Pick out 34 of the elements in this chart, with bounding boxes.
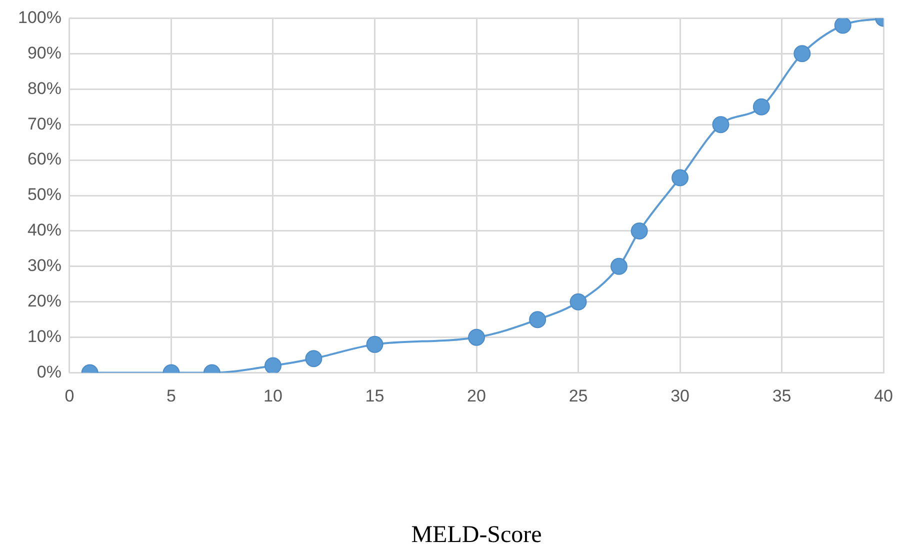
y-tick-label: 20%: [27, 292, 62, 311]
x-tick-label: 5: [166, 386, 176, 406]
x-tick-label: 10: [264, 386, 282, 406]
y-tick-label: 0%: [36, 362, 62, 382]
point: [712, 116, 730, 134]
point: [610, 258, 628, 275]
y-tick-label: 60%: [27, 150, 62, 169]
x-tick-label: 40: [874, 386, 894, 406]
point: [630, 222, 648, 240]
point: [672, 169, 689, 186]
point: [752, 98, 770, 116]
y-tick-label: 30%: [27, 256, 62, 276]
x-tick-label: 25: [568, 386, 588, 406]
point: [264, 357, 282, 373]
point: [305, 350, 322, 368]
y-tick-label: 100%: [18, 8, 62, 27]
x-tick-label: 30: [670, 386, 690, 406]
point: [794, 45, 811, 62]
y-tick-label: 80%: [27, 78, 62, 98]
x-tick-label: 15: [365, 386, 384, 406]
y-tick-label: 90%: [27, 43, 62, 62]
x-tick-label: 35: [772, 386, 792, 406]
y-tick-label: 10%: [27, 327, 62, 346]
y-tick-label: 70%: [27, 114, 62, 134]
point: [366, 336, 384, 353]
point: [834, 18, 852, 34]
point: [529, 311, 546, 328]
x-axis-title: MELD-Score: [411, 522, 542, 548]
point: [570, 293, 587, 310]
y-tick-label: 40%: [27, 220, 62, 240]
y-tick-label: 50%: [27, 185, 62, 204]
x-tick-label: 0: [64, 386, 74, 406]
point: [468, 328, 486, 346]
x-tick-label: 20: [467, 386, 486, 406]
